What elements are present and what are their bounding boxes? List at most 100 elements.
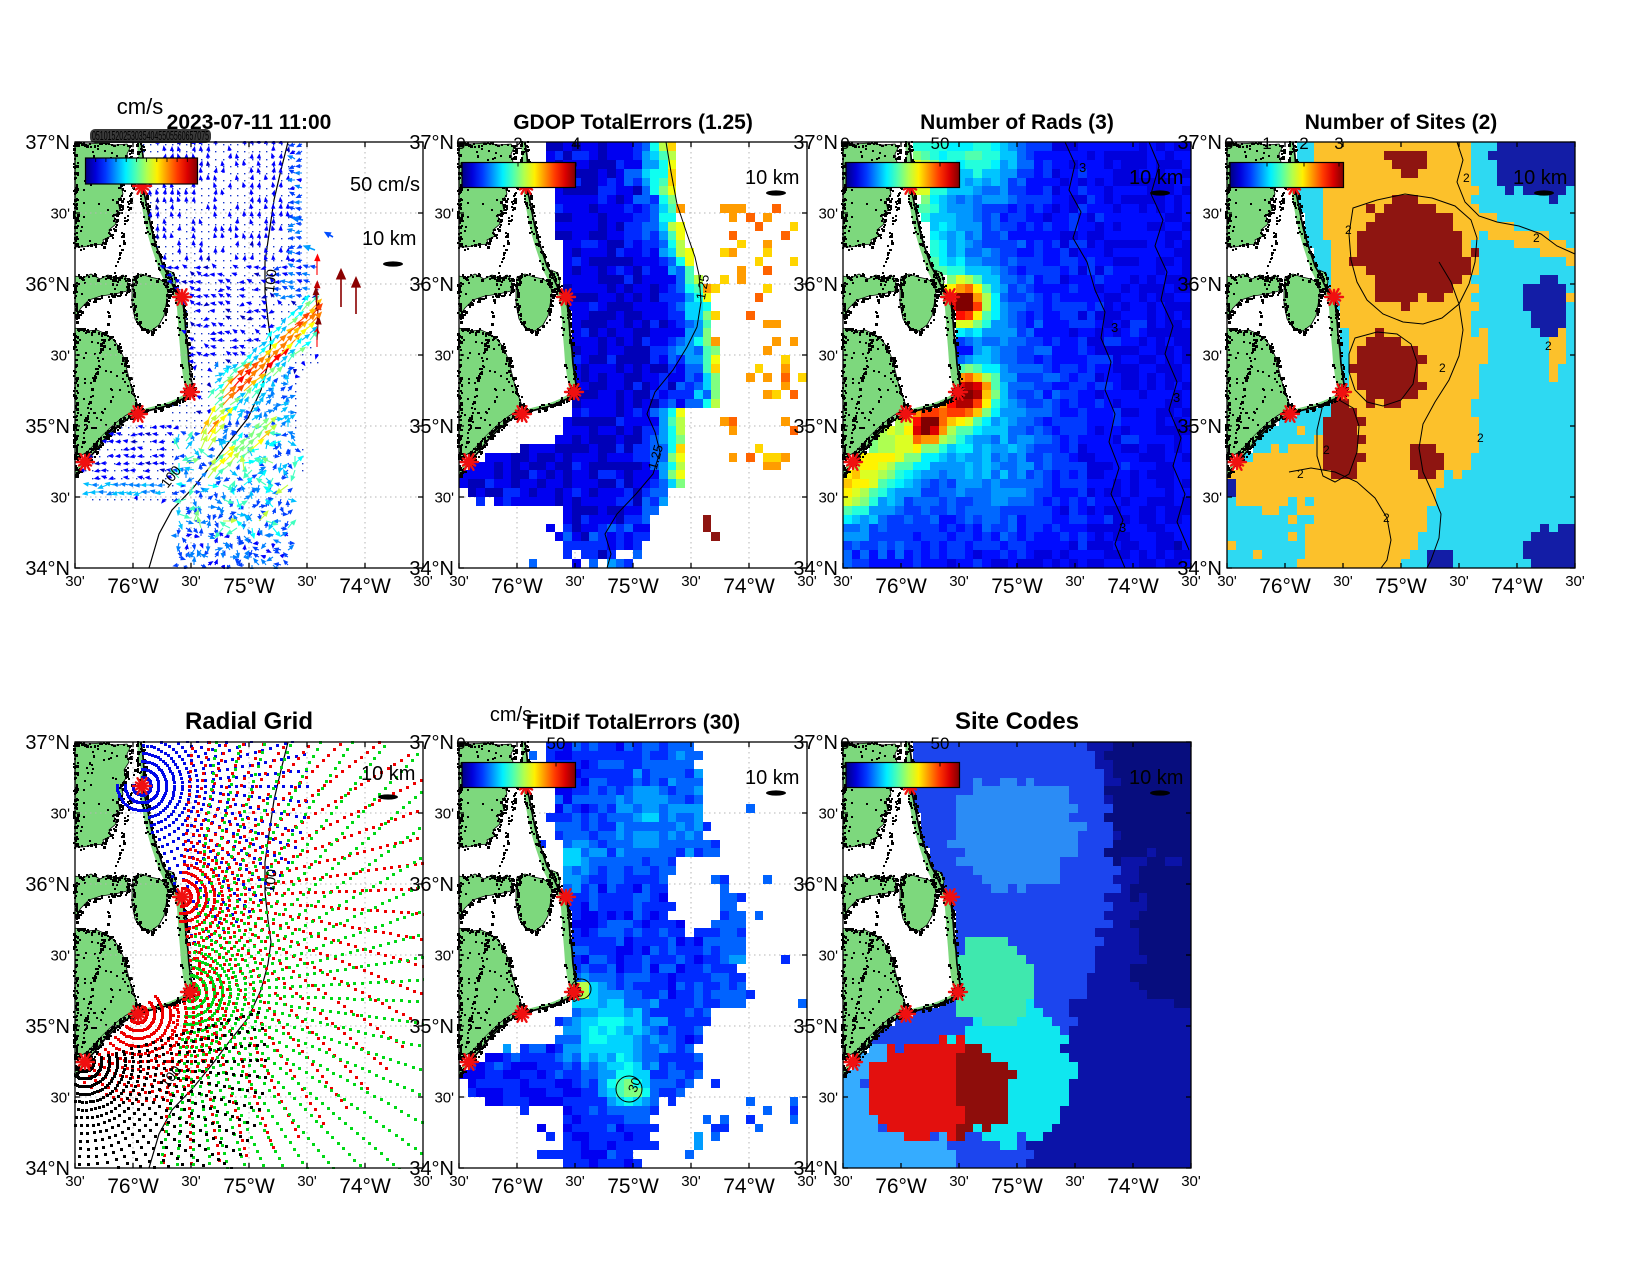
svg-text:30': 30' bbox=[413, 1173, 433, 1190]
svg-text:30': 30' bbox=[818, 947, 838, 964]
svg-text:3: 3 bbox=[1119, 520, 1126, 535]
svg-text:30': 30' bbox=[434, 1089, 454, 1106]
svg-text:74°W: 74°W bbox=[1491, 575, 1543, 598]
svg-text:30': 30' bbox=[297, 573, 317, 590]
svg-text:30': 30' bbox=[1202, 347, 1222, 364]
svg-text:2: 2 bbox=[1463, 171, 1470, 185]
svg-text:100: 100 bbox=[261, 868, 280, 893]
svg-text:Number of Sites (2): Number of Sites (2) bbox=[1305, 111, 1498, 134]
svg-text:50: 50 bbox=[931, 734, 950, 753]
svg-text:051015202530354045505560657075: 051015202530354045505560657075 bbox=[92, 128, 209, 143]
svg-text:35°N: 35°N bbox=[25, 416, 70, 438]
svg-text:76°W: 76°W bbox=[875, 575, 927, 598]
svg-text:30': 30' bbox=[818, 489, 838, 506]
svg-text:30': 30' bbox=[434, 205, 454, 222]
svg-text:74°W: 74°W bbox=[339, 1175, 391, 1198]
svg-text:75°W: 75°W bbox=[607, 575, 659, 598]
svg-text:74°W: 74°W bbox=[1107, 1175, 1159, 1198]
svg-text:75°W: 75°W bbox=[991, 575, 1043, 598]
svg-text:76°W: 76°W bbox=[1259, 575, 1311, 598]
svg-text:30': 30' bbox=[1202, 205, 1222, 222]
svg-text:35°N: 35°N bbox=[409, 1016, 454, 1038]
svg-text:36°N: 36°N bbox=[409, 274, 454, 296]
svg-text:30': 30' bbox=[65, 573, 85, 590]
svg-text:100: 100 bbox=[261, 268, 280, 293]
svg-text:75°W: 75°W bbox=[223, 1175, 275, 1198]
svg-text:34°N: 34°N bbox=[1177, 558, 1222, 580]
svg-text:2: 2 bbox=[1345, 223, 1352, 237]
svg-text:37°N: 37°N bbox=[793, 132, 838, 154]
svg-text:30': 30' bbox=[297, 1173, 317, 1190]
svg-text:30': 30' bbox=[797, 1173, 817, 1190]
svg-text:3: 3 bbox=[1334, 134, 1343, 153]
svg-text:30': 30' bbox=[949, 573, 969, 590]
svg-text:30': 30' bbox=[1449, 573, 1469, 590]
svg-text:GDOP TotalErrors (1.25): GDOP TotalErrors (1.25) bbox=[513, 111, 753, 134]
svg-text:4: 4 bbox=[571, 134, 580, 153]
svg-text:30': 30' bbox=[818, 205, 838, 222]
svg-text:3: 3 bbox=[1173, 390, 1180, 405]
svg-text:74°W: 74°W bbox=[723, 1175, 775, 1198]
svg-text:75°W: 75°W bbox=[223, 575, 275, 598]
svg-text:10 km: 10 km bbox=[1513, 167, 1567, 189]
svg-text:35°N: 35°N bbox=[793, 416, 838, 438]
svg-text:3: 3 bbox=[1111, 320, 1118, 335]
svg-text:30': 30' bbox=[50, 947, 70, 964]
svg-text:2: 2 bbox=[1533, 231, 1540, 245]
svg-text:0: 0 bbox=[840, 134, 849, 153]
svg-text:0: 0 bbox=[1224, 134, 1233, 153]
svg-text:50: 50 bbox=[931, 134, 950, 153]
svg-text:35°N: 35°N bbox=[25, 1016, 70, 1038]
svg-text:30': 30' bbox=[1181, 573, 1201, 590]
svg-text:30': 30' bbox=[1565, 573, 1585, 590]
svg-text:30': 30' bbox=[1065, 1173, 1085, 1190]
svg-text:76°W: 76°W bbox=[491, 575, 543, 598]
svg-text:30': 30' bbox=[434, 347, 454, 364]
svg-text:30': 30' bbox=[181, 573, 201, 590]
svg-text:30': 30' bbox=[434, 805, 454, 822]
svg-text:10 km: 10 km bbox=[1129, 167, 1183, 189]
svg-text:34°N: 34°N bbox=[793, 1158, 838, 1180]
svg-text:Site Codes: Site Codes bbox=[955, 708, 1079, 735]
svg-text:30': 30' bbox=[949, 1173, 969, 1190]
svg-text:2: 2 bbox=[513, 134, 522, 153]
svg-text:cm/s: cm/s bbox=[490, 704, 532, 726]
svg-text:30': 30' bbox=[1202, 489, 1222, 506]
svg-text:30': 30' bbox=[818, 805, 838, 822]
svg-text:0: 0 bbox=[456, 734, 465, 753]
svg-text:2023-07-11 11:00: 2023-07-11 11:00 bbox=[167, 111, 332, 134]
svg-text:37°N: 37°N bbox=[25, 732, 70, 754]
svg-text:Radial Grid: Radial Grid bbox=[185, 708, 313, 735]
svg-text:30': 30' bbox=[681, 573, 701, 590]
svg-text:30': 30' bbox=[797, 573, 817, 590]
svg-text:30': 30' bbox=[833, 1173, 853, 1190]
svg-text:76°W: 76°W bbox=[107, 575, 159, 598]
svg-text:2: 2 bbox=[1297, 467, 1304, 481]
svg-text:30': 30' bbox=[413, 573, 433, 590]
svg-text:36°N: 36°N bbox=[409, 874, 454, 896]
svg-text:36°N: 36°N bbox=[793, 274, 838, 296]
svg-text:1.25: 1.25 bbox=[645, 443, 666, 471]
svg-text:2: 2 bbox=[1477, 431, 1484, 445]
svg-text:30: 30 bbox=[625, 1076, 644, 1095]
svg-text:34°N: 34°N bbox=[25, 558, 70, 580]
svg-text:10 km: 10 km bbox=[1129, 767, 1183, 789]
svg-text:37°N: 37°N bbox=[409, 732, 454, 754]
svg-text:30': 30' bbox=[434, 947, 454, 964]
svg-text:10 km: 10 km bbox=[361, 763, 415, 785]
svg-text:34°N: 34°N bbox=[409, 558, 454, 580]
svg-text:36°N: 36°N bbox=[25, 274, 70, 296]
svg-text:30': 30' bbox=[565, 1173, 585, 1190]
svg-text:36°N: 36°N bbox=[1177, 274, 1222, 296]
svg-text:50 cm/s: 50 cm/s bbox=[350, 174, 420, 196]
svg-text:30': 30' bbox=[818, 1089, 838, 1106]
svg-text:30': 30' bbox=[681, 1173, 701, 1190]
svg-text:1: 1 bbox=[1262, 134, 1271, 153]
svg-text:30': 30' bbox=[434, 489, 454, 506]
svg-text:30': 30' bbox=[50, 347, 70, 364]
svg-text:74°W: 74°W bbox=[1107, 575, 1159, 598]
svg-text:37°N: 37°N bbox=[409, 132, 454, 154]
svg-text:37°N: 37°N bbox=[1177, 132, 1222, 154]
svg-text:30': 30' bbox=[181, 1173, 201, 1190]
svg-text:35°N: 35°N bbox=[1177, 416, 1222, 438]
